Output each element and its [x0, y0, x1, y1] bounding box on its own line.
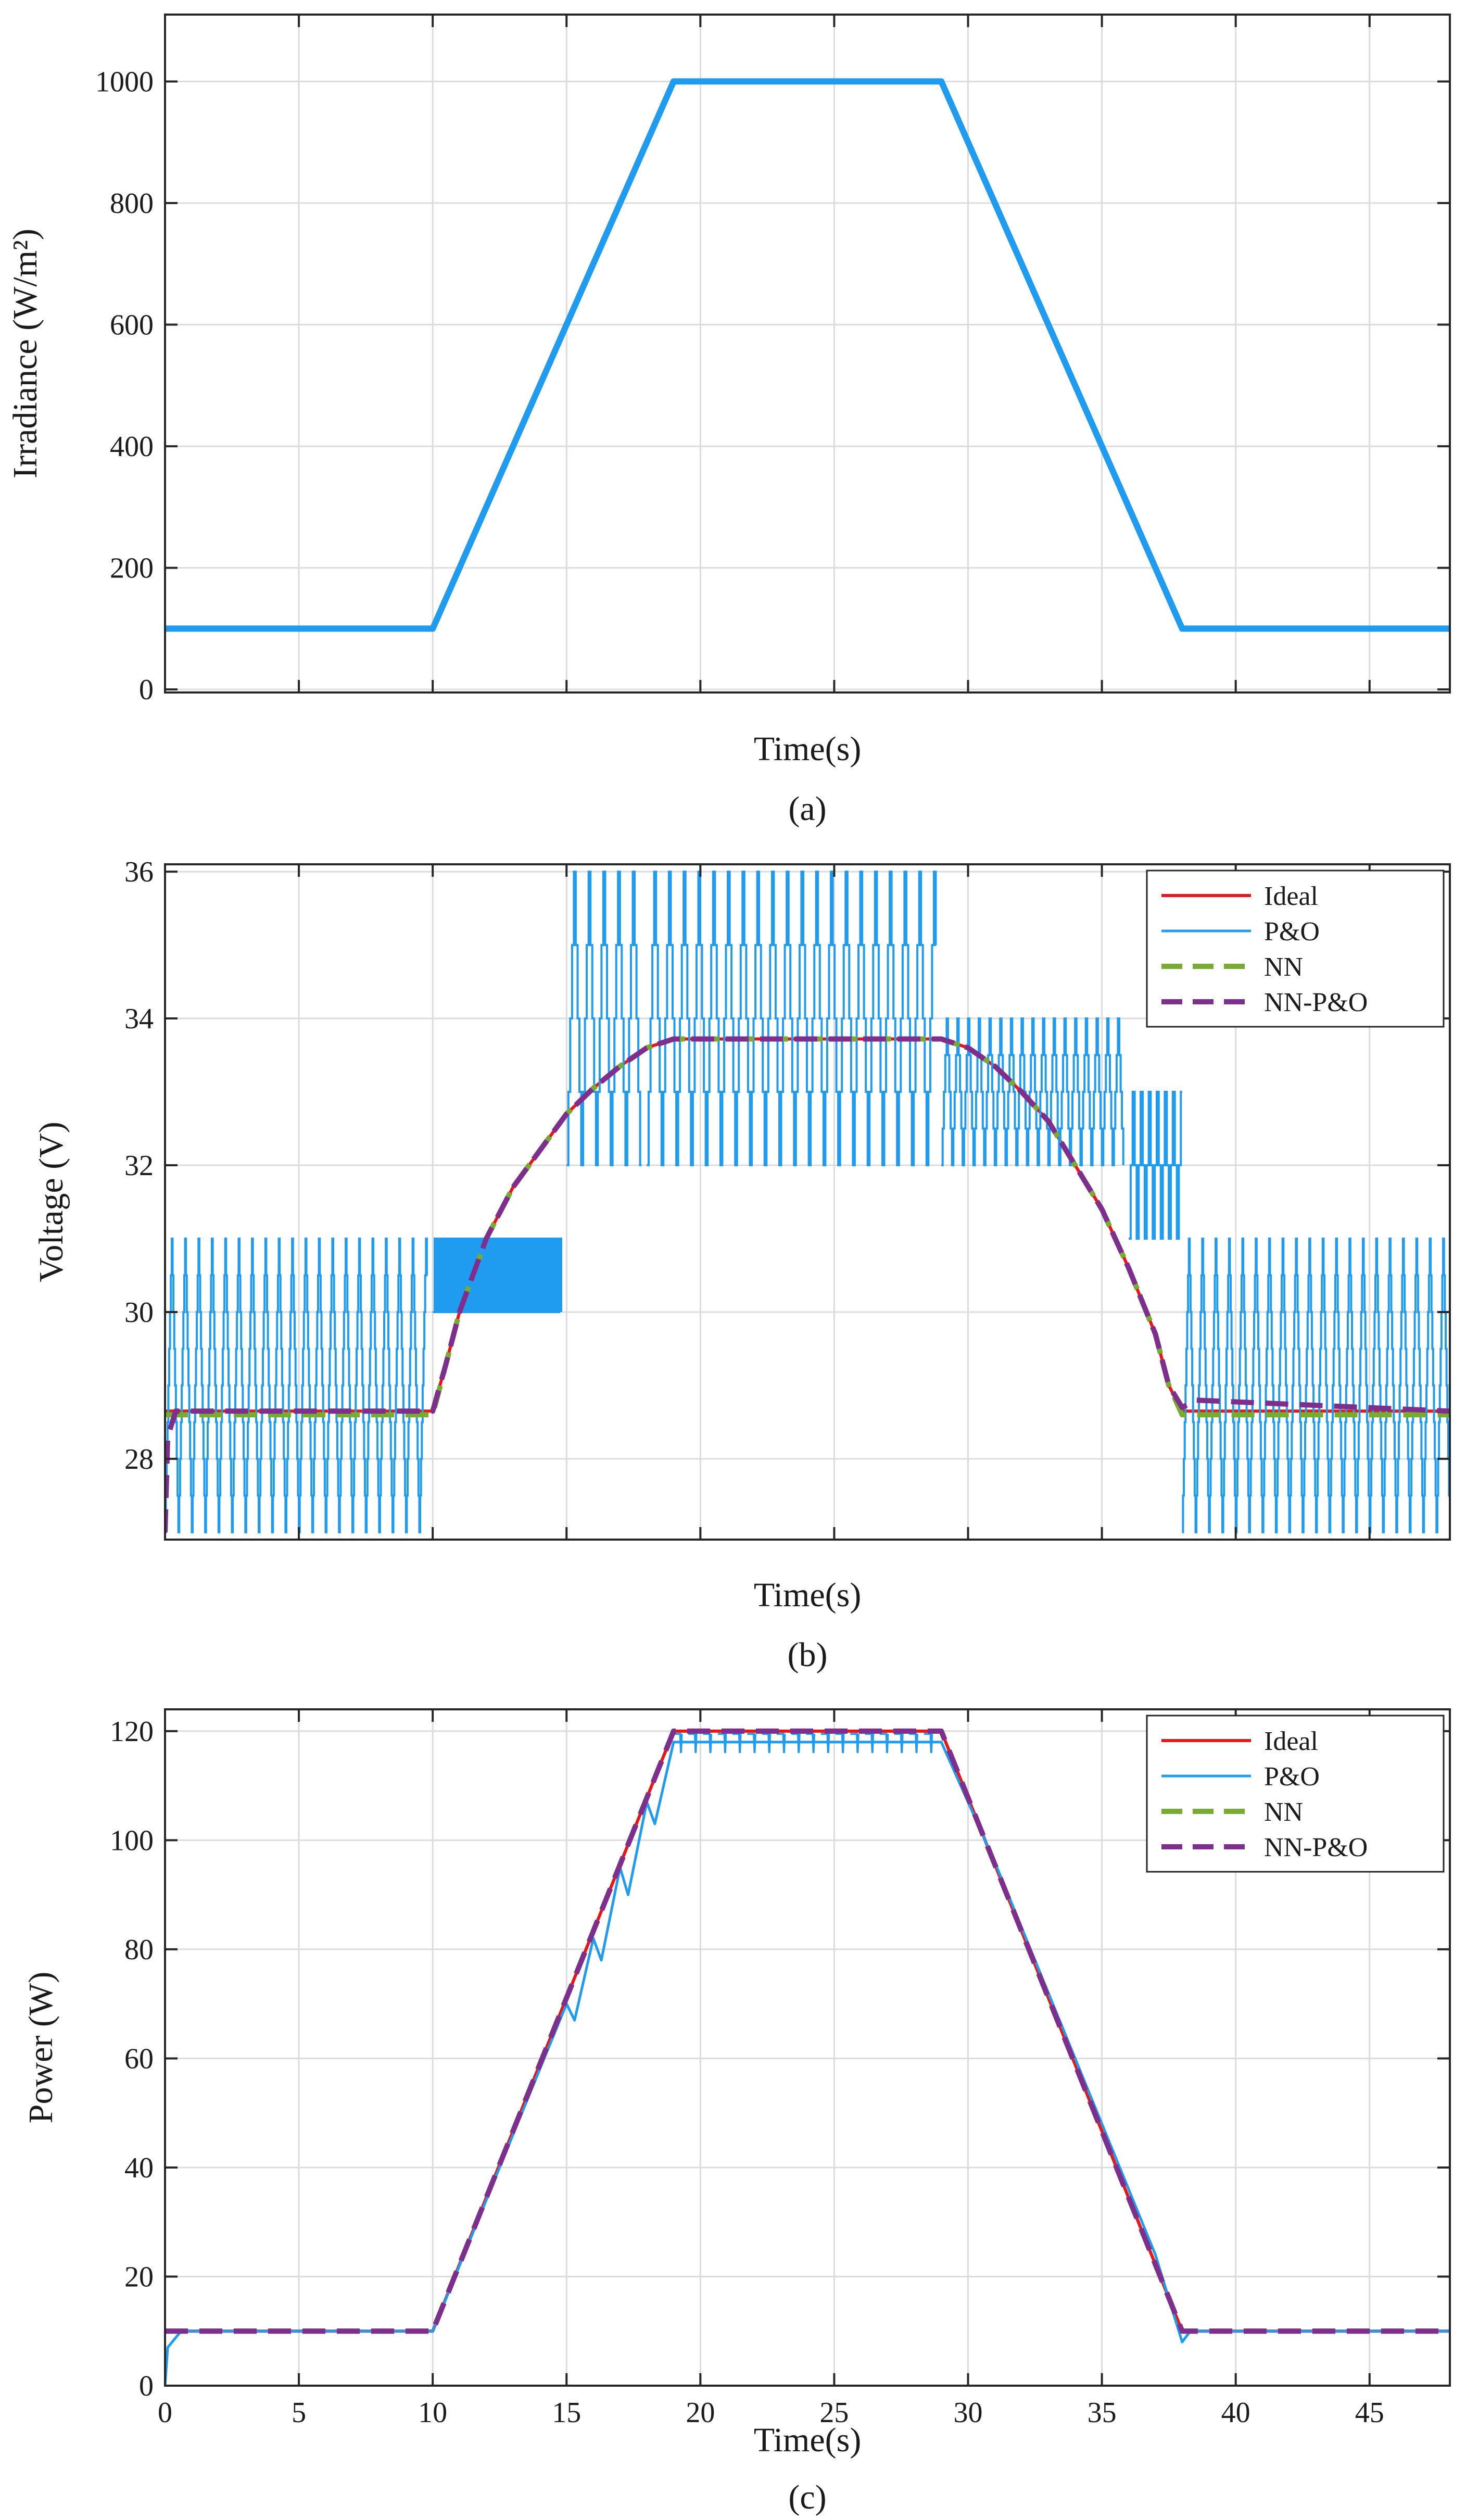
- legend: Ideal P&O NN NN-P&O: [1146, 1715, 1445, 1873]
- chart-panel-b: 28 30 32 34 36 Time(s) Voltage (V) (b) Ideal P&O N…: [32, 856, 1451, 1674]
- y-tick-label: 28: [124, 1443, 154, 1476]
- x-tick-label: 0: [158, 2397, 172, 2429]
- y-tick-label: 0: [139, 2370, 154, 2402]
- y-tick-label: 34: [124, 1003, 154, 1035]
- series-line-p-o: [647, 871, 937, 1166]
- series-line-nn-p-o: [165, 1036, 1450, 1533]
- y-axis-label: Voltage (V): [32, 1122, 70, 1282]
- legend-label: NN: [1264, 1797, 1303, 1827]
- y-tick-label: 36: [124, 856, 154, 888]
- series-line-p-o: [566, 871, 642, 1166]
- legend-label: Ideal: [1264, 881, 1318, 911]
- x-tick-label: 45: [1355, 2397, 1384, 2429]
- y-tick-label: 40: [124, 2152, 154, 2184]
- y-tick-label: 100: [110, 1824, 154, 1857]
- y-tick-label: 60: [124, 2043, 154, 2075]
- y-tick-label: 600: [110, 309, 154, 342]
- series-line-p-o: [1129, 1091, 1182, 1240]
- y-tick-label: 200: [110, 552, 154, 585]
- series-line-nn: [165, 1036, 1450, 1418]
- axes-frame: [164, 863, 1451, 1541]
- legend-label: NN-P&O: [1264, 1833, 1368, 1862]
- x-axis-label: Time(s): [754, 2421, 862, 2459]
- plot-area: [165, 1728, 1450, 2386]
- x-axis-label: Time(s): [754, 730, 862, 768]
- x-tick-label: 25: [819, 2397, 849, 2429]
- legend-label: NN-P&O: [1264, 988, 1368, 1017]
- series-line-p-o: [165, 1238, 428, 1533]
- plot-area: [165, 871, 1450, 1533]
- y-tick-label: 30: [124, 1296, 154, 1329]
- x-axis-label: Time(s): [754, 1576, 862, 1614]
- x-tick-label: 5: [292, 2397, 306, 2429]
- legend-label: Ideal: [1264, 1727, 1318, 1756]
- x-tick-label: 15: [552, 2397, 581, 2429]
- series-ripple-p-o: [673, 1733, 933, 1753]
- series-line-p-o: [433, 1238, 562, 1313]
- y-tick-label: 20: [124, 2261, 154, 2293]
- series-line-irradiance: [165, 78, 1450, 632]
- y-tick-label: 0: [139, 674, 154, 706]
- series-line-ideal: [165, 1037, 1450, 1413]
- y-tick-label: 120: [110, 1716, 154, 1748]
- chart-panel-a: 0 200 400 600 800 1000 Time(s) Irradiance (W/m²…: [6, 14, 1451, 828]
- legend: Ideal P&O NN NN-P&O: [1146, 870, 1445, 1028]
- x-tick-label: 35: [1088, 2397, 1117, 2429]
- panel-caption: (a): [788, 790, 826, 828]
- x-tick-label: 30: [954, 2397, 983, 2429]
- legend-label: NN: [1264, 952, 1303, 982]
- y-axis-label: Irradiance (W/m²): [6, 229, 44, 478]
- series-line-nn-p-o: [165, 1728, 1450, 2334]
- axes-frame: [164, 14, 1451, 694]
- series-line-p-o: [1182, 1238, 1450, 1533]
- chart-panel-c: 0 5 10 15 20 25 30 35 40 45 0 20 40 60 80 100 120 Time(s)…: [22, 1708, 1451, 2516]
- y-tick-label: 800: [110, 187, 154, 220]
- y-tick-label: 400: [110, 431, 154, 463]
- y-tick-label: 32: [124, 1150, 154, 1182]
- x-tick-label: 10: [418, 2397, 447, 2429]
- plot-area: [165, 78, 1450, 632]
- legend-label: P&O: [1264, 917, 1320, 947]
- series-line-p-o: [941, 1017, 1124, 1166]
- axes-frame: [164, 1708, 1451, 2387]
- panel-caption: (b): [788, 1636, 828, 1674]
- y-tick-label: 80: [124, 1934, 154, 1966]
- y-axis-label: Power (W): [22, 1972, 60, 2123]
- y-tick-label: 1000: [95, 66, 154, 98]
- legend-label: P&O: [1264, 1762, 1320, 1792]
- x-tick-label: 40: [1221, 2397, 1250, 2429]
- x-tick-label: 20: [686, 2397, 715, 2429]
- panel-caption: (c): [788, 2478, 826, 2516]
